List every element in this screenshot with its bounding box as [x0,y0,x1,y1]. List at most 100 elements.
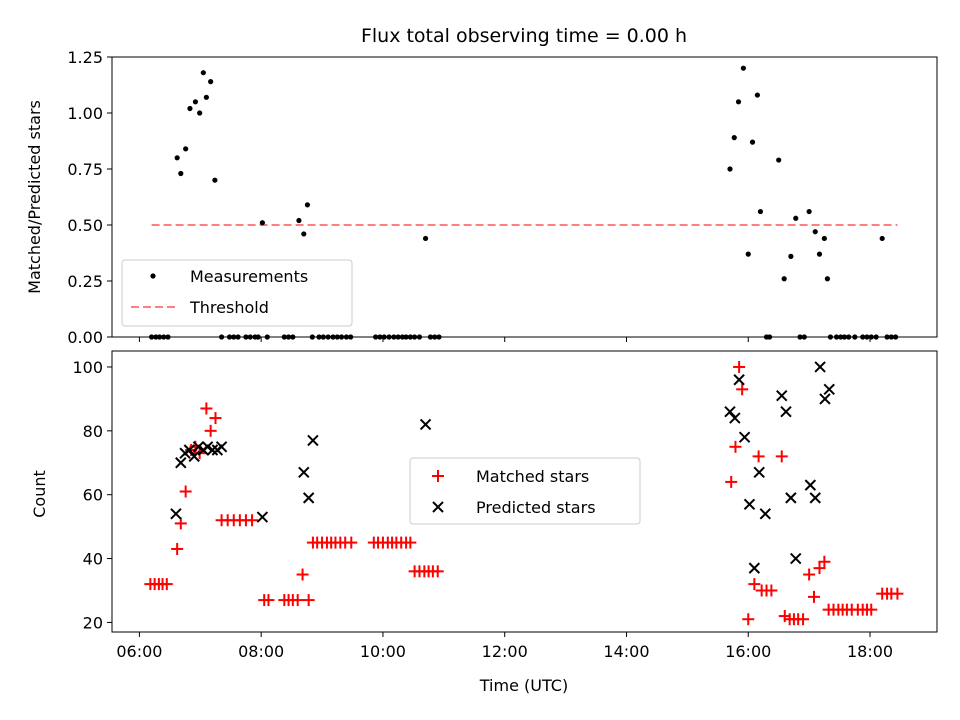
top-plot-area: 0.00 0.25 0.50 0.75 1.00 1.25 [67,48,938,347]
predicted-star-point [738,431,751,443]
bottom-y-tick-label: 60 [83,486,103,505]
predicted-star-point [175,457,187,469]
measurement-point [740,65,746,71]
matched-star-point [160,578,173,591]
predicted-star-point [809,492,821,504]
matched-star-point [431,565,444,578]
predicted-star-point [729,412,741,424]
predicted-star-point [790,552,802,565]
matched-star-point [725,475,738,488]
matched-star-point [171,542,184,555]
measurement-point [735,99,742,105]
bottom-legend-box [409,457,641,525]
predicted-star-point [819,393,831,405]
measurement-point [422,235,429,242]
predicted-star-point [170,508,182,520]
bottom-y-tick-label: 20 [83,613,103,632]
measurement-point [879,235,885,242]
matched-star-point [748,578,761,591]
bottom-x-axis-label: Time (UTC) [479,676,568,695]
bottom-axes-frame [111,350,938,633]
measurement-point [788,253,794,259]
top-y-tick-label: 0.50 [67,216,103,235]
bottom-y-tick-label: 100 [72,358,103,377]
predicted-star-point [804,479,817,491]
top-y-tick-label: 1.25 [67,48,103,67]
measurement-point [816,251,823,257]
matched-star-point [808,590,821,603]
matched-star-point [736,383,749,396]
predicted-star-point [759,508,772,520]
matched-star-point [302,594,315,607]
legend-marker-matched [432,470,444,482]
measurement-point [183,146,189,152]
matched-star-point [729,440,742,453]
matched-star-point [742,613,755,626]
matched-star-point [404,536,417,549]
matched-star-point [174,517,187,530]
measurement-point [192,99,199,105]
measurement-point [793,215,799,221]
matched-star-point [775,450,788,463]
predicted-star-point [307,434,319,447]
measurement-point [197,110,203,116]
matched-star-point [262,594,275,607]
top-legend: Measurements Threshold [121,259,353,327]
measurement-point [174,155,180,161]
measurement-point [806,208,812,215]
measurement-point [203,94,209,100]
matched-star-point [865,603,878,616]
matched-star-point [200,402,213,415]
matched-star-point [209,412,222,425]
bottom-legend: Matched stars Predicted stars [409,457,641,525]
measurement-point [304,202,311,208]
matched-star-point [246,514,259,527]
legend-label-matched: Matched stars [476,467,589,486]
measurement-point [259,220,265,226]
measurement-point [749,139,756,145]
predicted-star-point [188,450,200,463]
predicted-star-point [724,405,736,418]
measurement-point [754,92,760,98]
matched-star-point [291,594,304,607]
top-y-tick-label: 0.00 [67,328,103,347]
measurement-point [187,105,193,112]
top-y-tick-label: 0.75 [67,160,103,179]
measurement-point [212,177,218,183]
matched-star-point [891,587,904,600]
predicted-star-point [183,444,196,456]
predicted-star-point [215,441,228,453]
top-y-tick-label: 1.00 [67,104,103,123]
predicted-star-point [753,466,765,479]
predicted-star-point [748,562,761,574]
predicted-star-point [419,418,432,431]
predicted-star-point [206,444,219,456]
matched-star-point [296,568,309,581]
measurement-point [824,276,831,282]
top-chart-title: Flux total observing time = 0.00 h [361,25,687,47]
measurement-point [812,229,818,235]
measurement-point [745,251,751,257]
predicted-star-point [256,511,269,523]
measurement-point [757,208,764,215]
legend-marker-predicted [432,501,444,513]
measurement-point [200,70,206,76]
matched-star-point [765,584,778,597]
bottom-x-tick-label: 16:00 [725,642,771,661]
matched-star-point [345,536,358,549]
top-y-tick-label: 0.25 [67,272,103,291]
legend-label-predicted: Predicted stars [476,498,596,517]
matched-star-point [818,555,831,568]
predicted-star-point [302,492,315,504]
bottom-x-tick-label: 12:00 [482,642,528,661]
matched-star-point [797,613,810,626]
bottom-x-tick-label: 18:00 [847,642,893,661]
measurement-point [178,170,184,177]
predicted-star-point [780,405,792,418]
predicted-star-point [785,492,797,504]
legend-marker-measurements [150,273,156,279]
top-axes-frame [111,56,938,338]
measurement-point [821,235,827,242]
top-y-axis-label: Matched/Predicted stars [25,100,44,294]
